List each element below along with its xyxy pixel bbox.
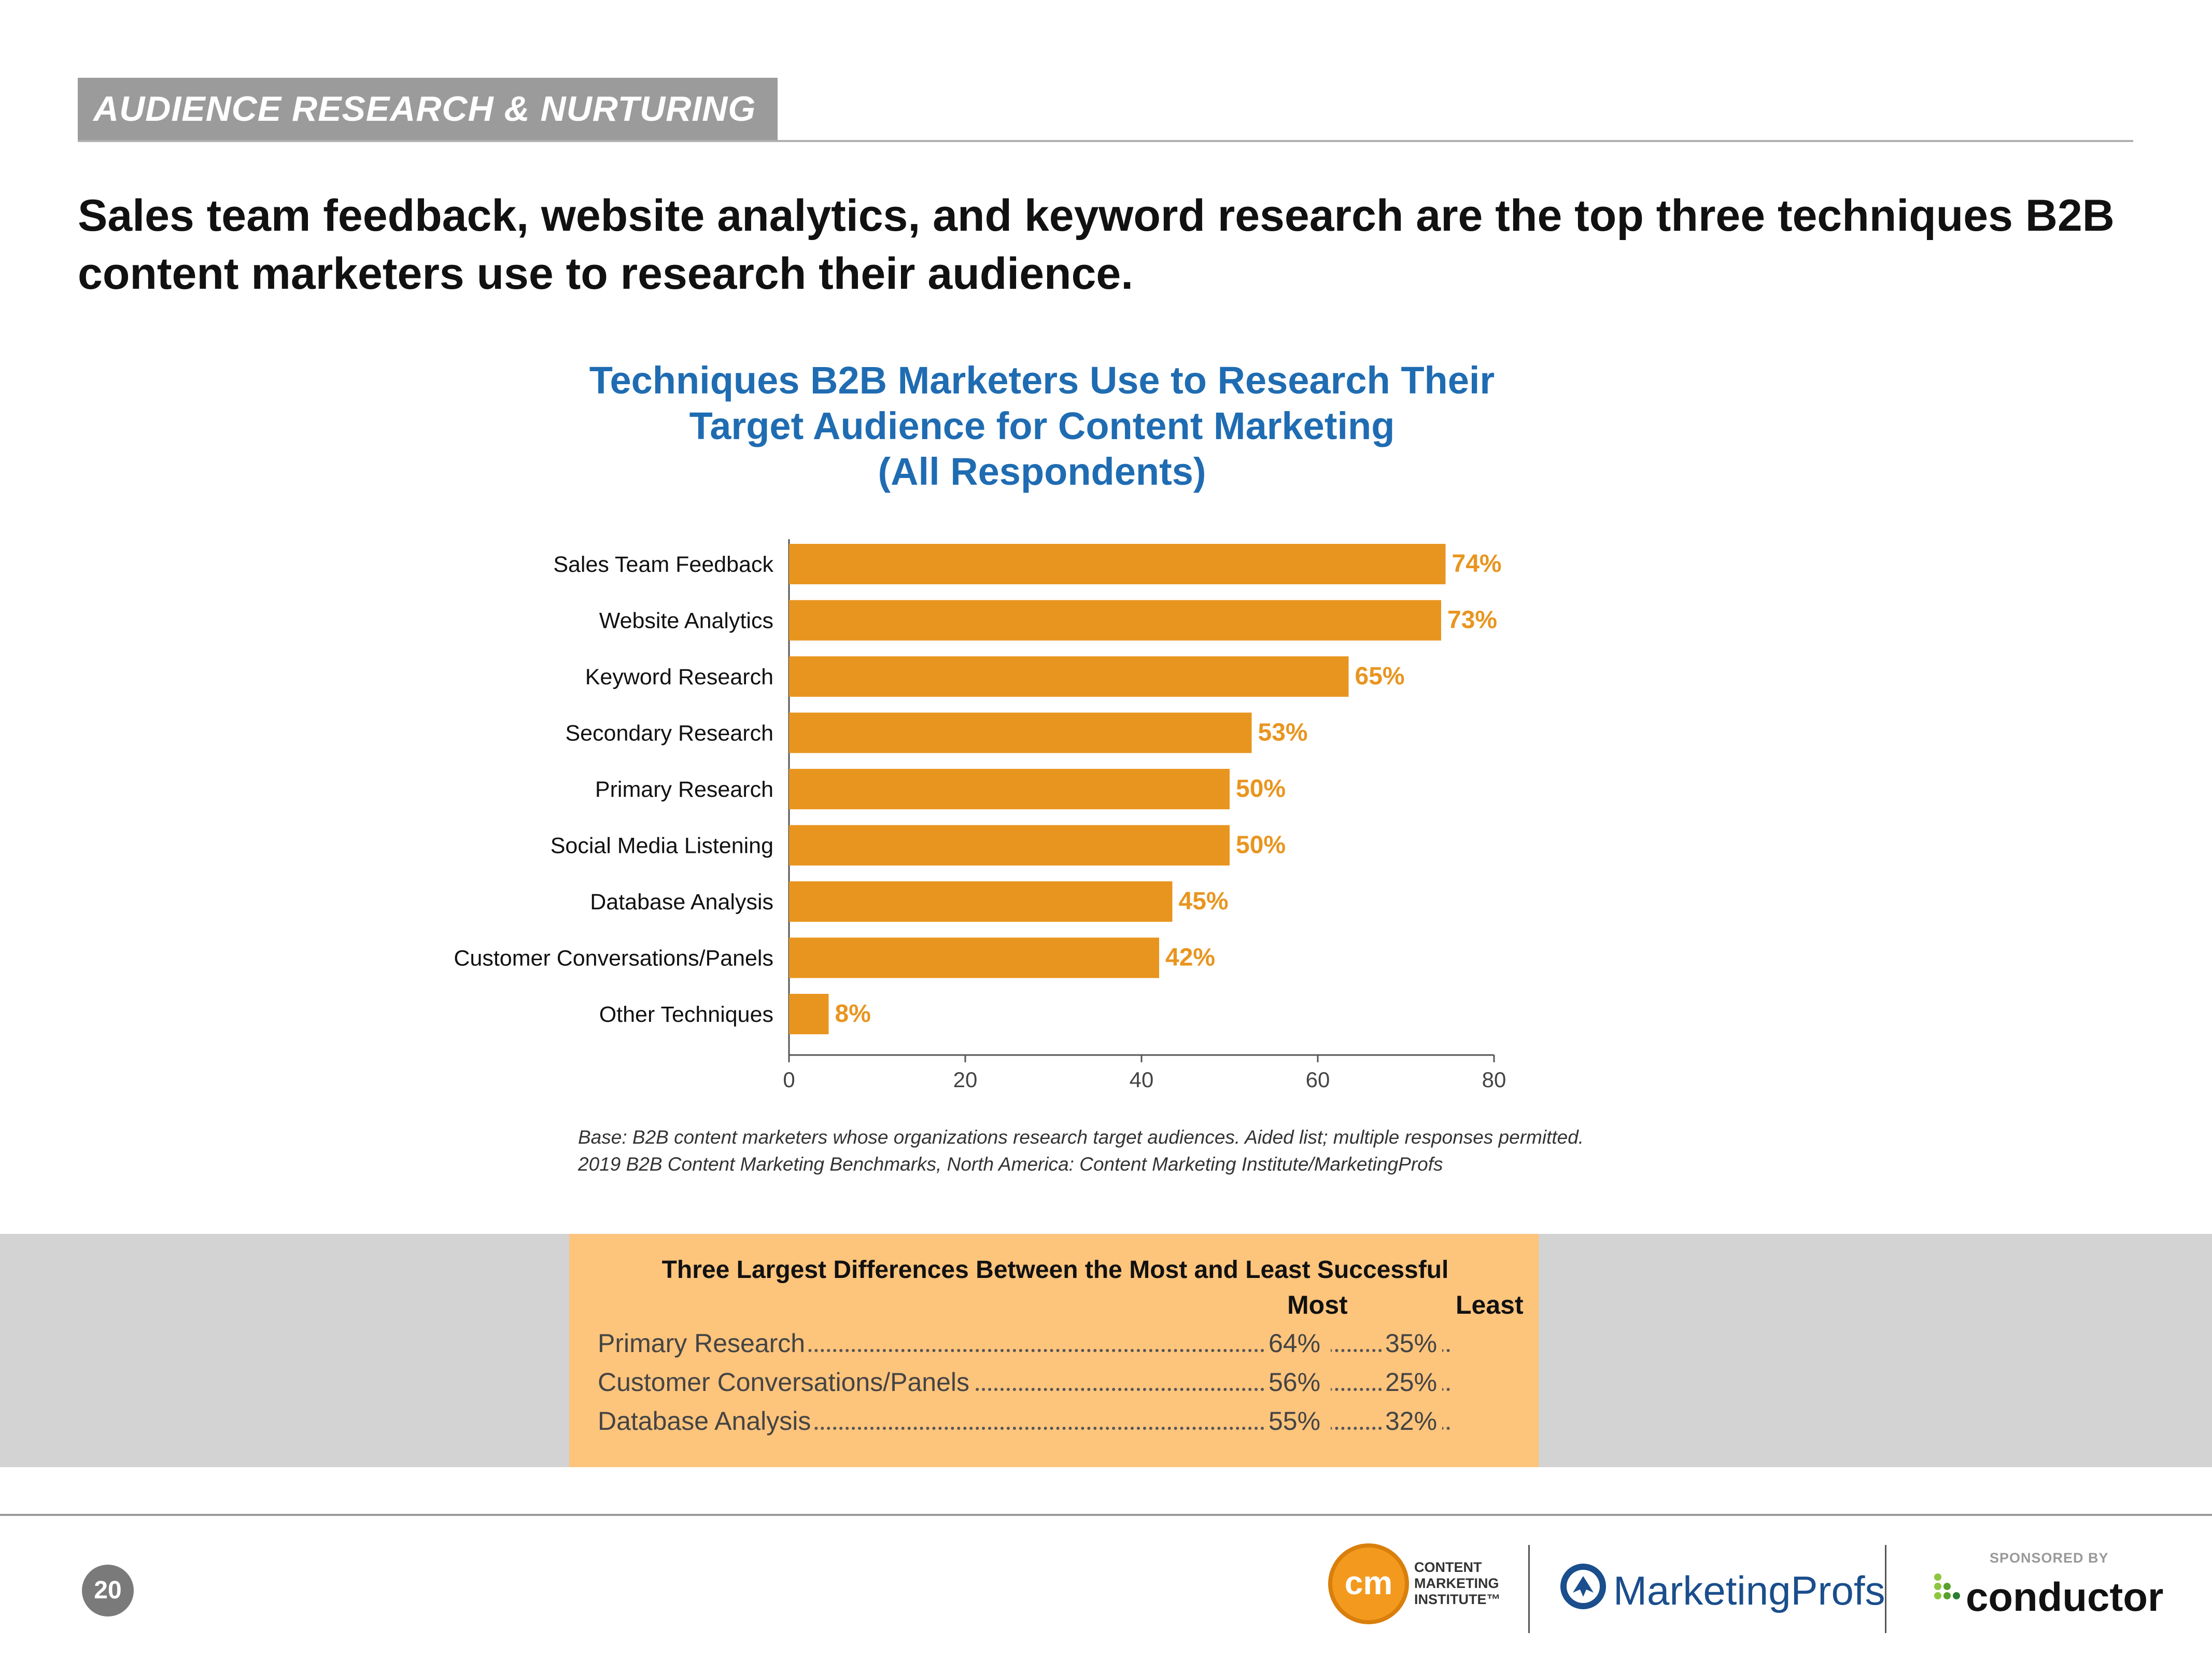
conductor-wordmark: conductor <box>1966 1574 2164 1620</box>
row-label: Customer Conversations/Panels <box>598 1363 973 1402</box>
headline-line-1: Sales team feedback, website analytics, … <box>78 191 2115 241</box>
cmi-line-3: INSTITUTE™ <box>1414 1592 1501 1607</box>
data-label: 50% <box>1236 775 1286 803</box>
row-most: 64% <box>1266 1324 1331 1363</box>
data-label: 50% <box>1236 832 1286 859</box>
col-least-header: Least <box>1456 1290 1524 1319</box>
chart-title-line-1: Techniques B2B Marketers Use to Research… <box>589 359 1495 402</box>
category-label: Social Media Listening <box>551 834 773 859</box>
row-label: Primary Research <box>598 1324 809 1363</box>
row-least: 35% <box>1383 1324 1442 1363</box>
differences-row: Customer Conversations/Panels 56% 25% <box>598 1363 1513 1402</box>
cmi-logo-text: cm <box>1345 1564 1393 1601</box>
x-tick-label: 20 <box>953 1067 978 1092</box>
differences-title: Three Largest Differences Between the Mo… <box>661 1256 1449 1284</box>
x-tick-label: 0 <box>783 1067 795 1092</box>
differences-box: Three Largest Differences Between the Mo… <box>569 1234 1539 1467</box>
data-label: 65% <box>1355 663 1405 690</box>
bar <box>789 994 829 1034</box>
category-label: Website Analytics <box>599 609 773 634</box>
data-label: 53% <box>1258 719 1308 747</box>
row-least: 25% <box>1383 1363 1442 1402</box>
x-tick-label: 80 <box>1482 1067 1506 1092</box>
data-label: 45% <box>1179 888 1229 915</box>
x-tick-label: 40 <box>1130 1067 1154 1092</box>
differences-row: Primary Research 64% 35% <box>598 1324 1513 1363</box>
data-label: 74% <box>1452 550 1502 578</box>
differences-header: Most Least <box>598 1286 1524 1324</box>
leader-dots <box>598 1427 1450 1430</box>
marketingprofs-icon <box>1560 1564 1606 1609</box>
page-number: 20 <box>82 1565 134 1616</box>
note-source: 2019 B2B Content Marketing Benchmarks, N… <box>578 1154 1443 1175</box>
data-label: 42% <box>1165 944 1215 972</box>
category-label: Customer Conversations/Panels <box>454 946 773 971</box>
cmi-logo: cm <box>1328 1543 1409 1624</box>
cmi-line-1: CONTENT <box>1414 1559 1482 1575</box>
data-label: 8% <box>835 1000 871 1028</box>
category-label: Keyword Research <box>585 665 773 690</box>
footer-divider <box>0 1514 2212 1516</box>
row-least: 32% <box>1383 1402 1442 1441</box>
headline: Sales team feedback, website analytics, … <box>78 187 2125 303</box>
logo-separator <box>1528 1545 1530 1633</box>
col-most-header: Most <box>1287 1290 1348 1319</box>
category-label: Other Techniques <box>599 1002 773 1027</box>
bar <box>789 656 1349 697</box>
cmi-line-2: MARKETING <box>1414 1576 1499 1591</box>
bar <box>789 600 1441 641</box>
sponsored-by-label: SPONSORED BY <box>1990 1550 2109 1566</box>
bar <box>789 825 1230 866</box>
bar <box>789 769 1230 809</box>
section-divider <box>78 140 2133 142</box>
leader-dots <box>598 1349 1450 1352</box>
row-label: Database Analysis <box>598 1402 814 1441</box>
data-label: 73% <box>1447 607 1497 634</box>
x-tick-label: 60 <box>1306 1067 1330 1092</box>
category-label: Database Analysis <box>590 890 773 915</box>
category-label: Primary Research <box>595 777 773 802</box>
headline-line-2: content marketers use to research their … <box>78 249 1134 299</box>
bar <box>789 712 1252 753</box>
marketingprofs-wordmark: MarketingProfs <box>1613 1568 1885 1613</box>
bar-chart: 0 20 40 60 80 Sales Team Feedback 74% Website A… <box>454 539 1506 1092</box>
note-base: Base: B2B content marketers whose organi… <box>578 1127 1584 1148</box>
chart-note: Base: B2B content marketers whose organi… <box>578 1124 1615 1178</box>
differences-row: Database Analysis 55% 32% <box>598 1402 1513 1441</box>
category-label: Secondary Research <box>565 721 773 746</box>
cmi-wordmark: CONTENT MARKETING INSTITUTE™ <box>1414 1559 1501 1608</box>
chart-title-line-2: Target Audience for Content Marketing <box>689 404 1395 447</box>
chart-title-line-3: (All Respondents) <box>878 450 1206 493</box>
category-label: Sales Team Feedback <box>553 552 773 577</box>
bar <box>789 937 1159 978</box>
chart-title: Techniques B2B Marketers Use to Research… <box>467 358 1617 495</box>
leader-dots <box>598 1388 1450 1391</box>
conductor-dots-icon <box>1934 1573 1960 1599</box>
logo-separator <box>1885 1545 1886 1633</box>
section-tab: AUDIENCE RESEARCH & NURTURING <box>78 78 778 140</box>
row-most: 55% <box>1266 1402 1331 1441</box>
row-most: 56% <box>1266 1363 1331 1402</box>
bar <box>789 881 1173 922</box>
bar <box>789 544 1446 584</box>
